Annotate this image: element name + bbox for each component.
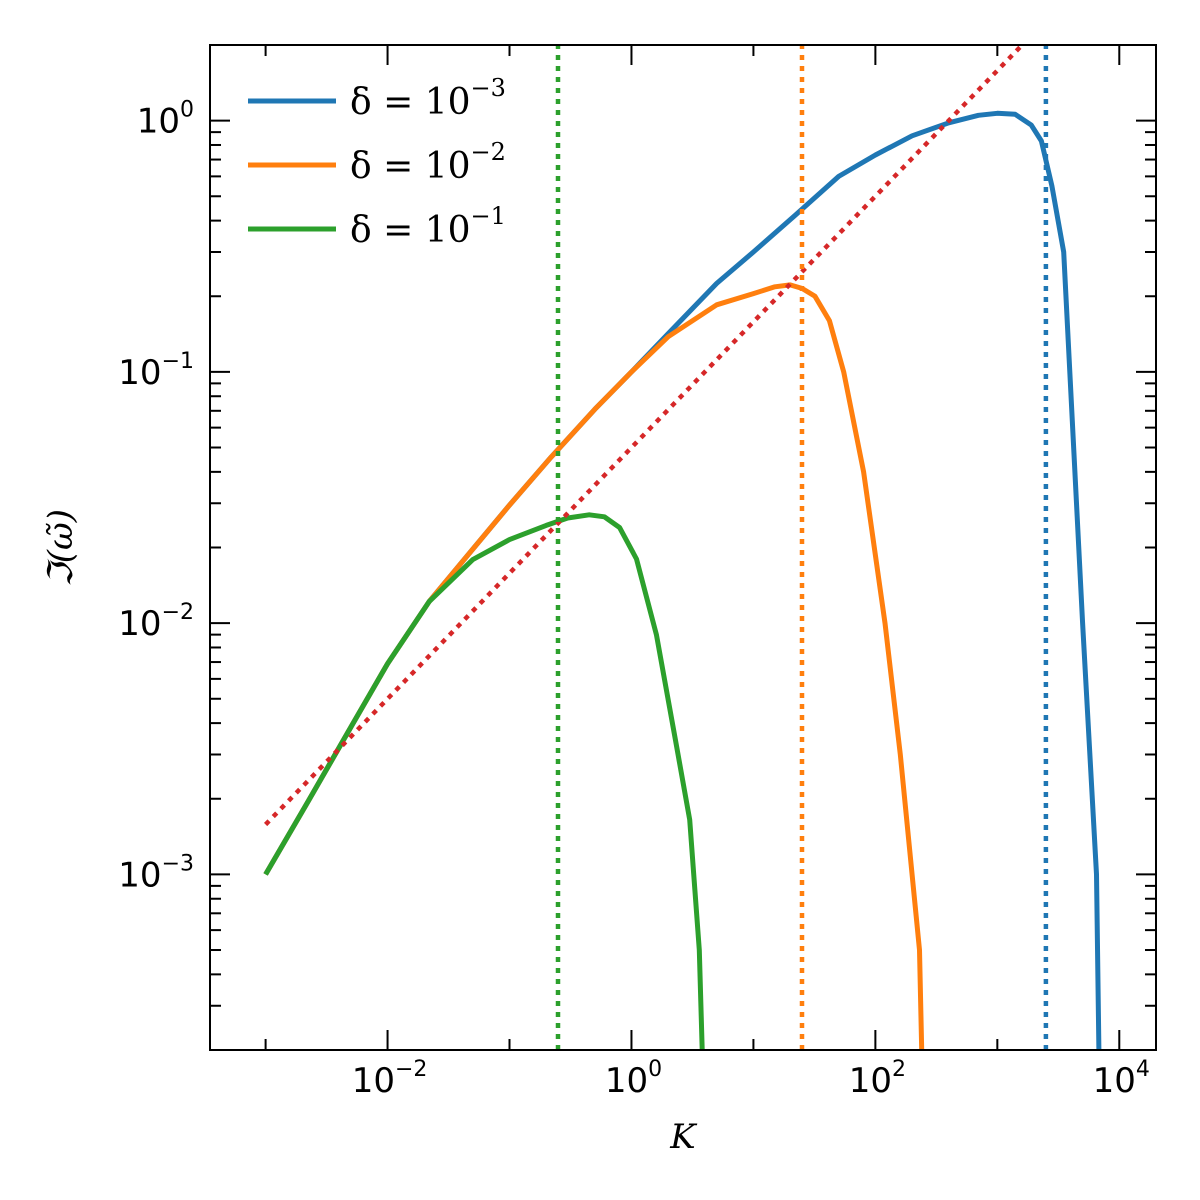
legend-label-3: δ = 10−1 (350, 202, 506, 251)
x-axis-label: K (669, 1117, 698, 1157)
plot-frame (209, 44, 1157, 1051)
y-tick-label: 10−1 (118, 349, 194, 393)
legend: δ = 10−3 δ = 10−2 δ = 10−1 (248, 74, 506, 251)
major-tick-layer (210, 45, 1156, 1050)
y-tick-labels: 10−3 10−2 10−1 100 (118, 98, 194, 896)
x-tick-label: 104 (1093, 1057, 1150, 1101)
series-layer (263, 45, 1102, 1050)
minor-tick-layer (210, 45, 1156, 1050)
legend-label-1: δ = 10−3 (350, 74, 506, 123)
legend-label-2: δ = 10−2 (350, 138, 506, 187)
x-tick-label: 100 (605, 1057, 662, 1101)
x-tick-labels: 10−2 100 102 104 (352, 1057, 1150, 1101)
y-tick-label: 10−3 (118, 851, 194, 895)
x-tick-label: 102 (849, 1057, 906, 1101)
y-tick-label: 100 (137, 98, 194, 142)
y-tick-label: 10−2 (118, 600, 194, 644)
x-tick-label: 10−2 (352, 1057, 428, 1101)
y-axis-label: ℑ(ω̃) (41, 509, 81, 587)
series-line-3 (263, 512, 705, 1050)
dotted-line-1 (263, 45, 1026, 827)
